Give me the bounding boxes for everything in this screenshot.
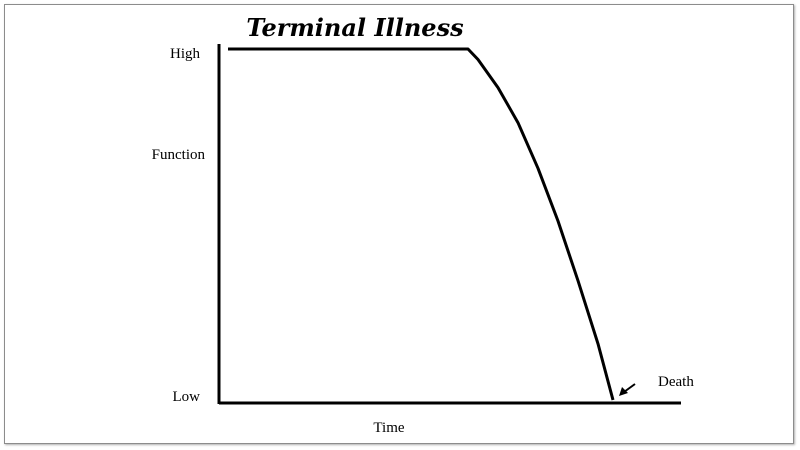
- y-tick-low: Low: [173, 389, 201, 405]
- function-decline-line: [228, 47, 615, 401]
- death-annotation: Death: [619, 374, 694, 396]
- death-arrow-icon: [623, 383, 636, 393]
- y-axis-label: Function: [152, 147, 206, 163]
- y-tick-high: High: [170, 46, 201, 62]
- chart-title: Terminal Illness: [246, 13, 464, 42]
- death-annotation-label: Death: [658, 374, 694, 390]
- figure-frame: [4, 4, 794, 444]
- x-axis-label: Time: [373, 420, 404, 436]
- death-arrowhead: [619, 387, 628, 396]
